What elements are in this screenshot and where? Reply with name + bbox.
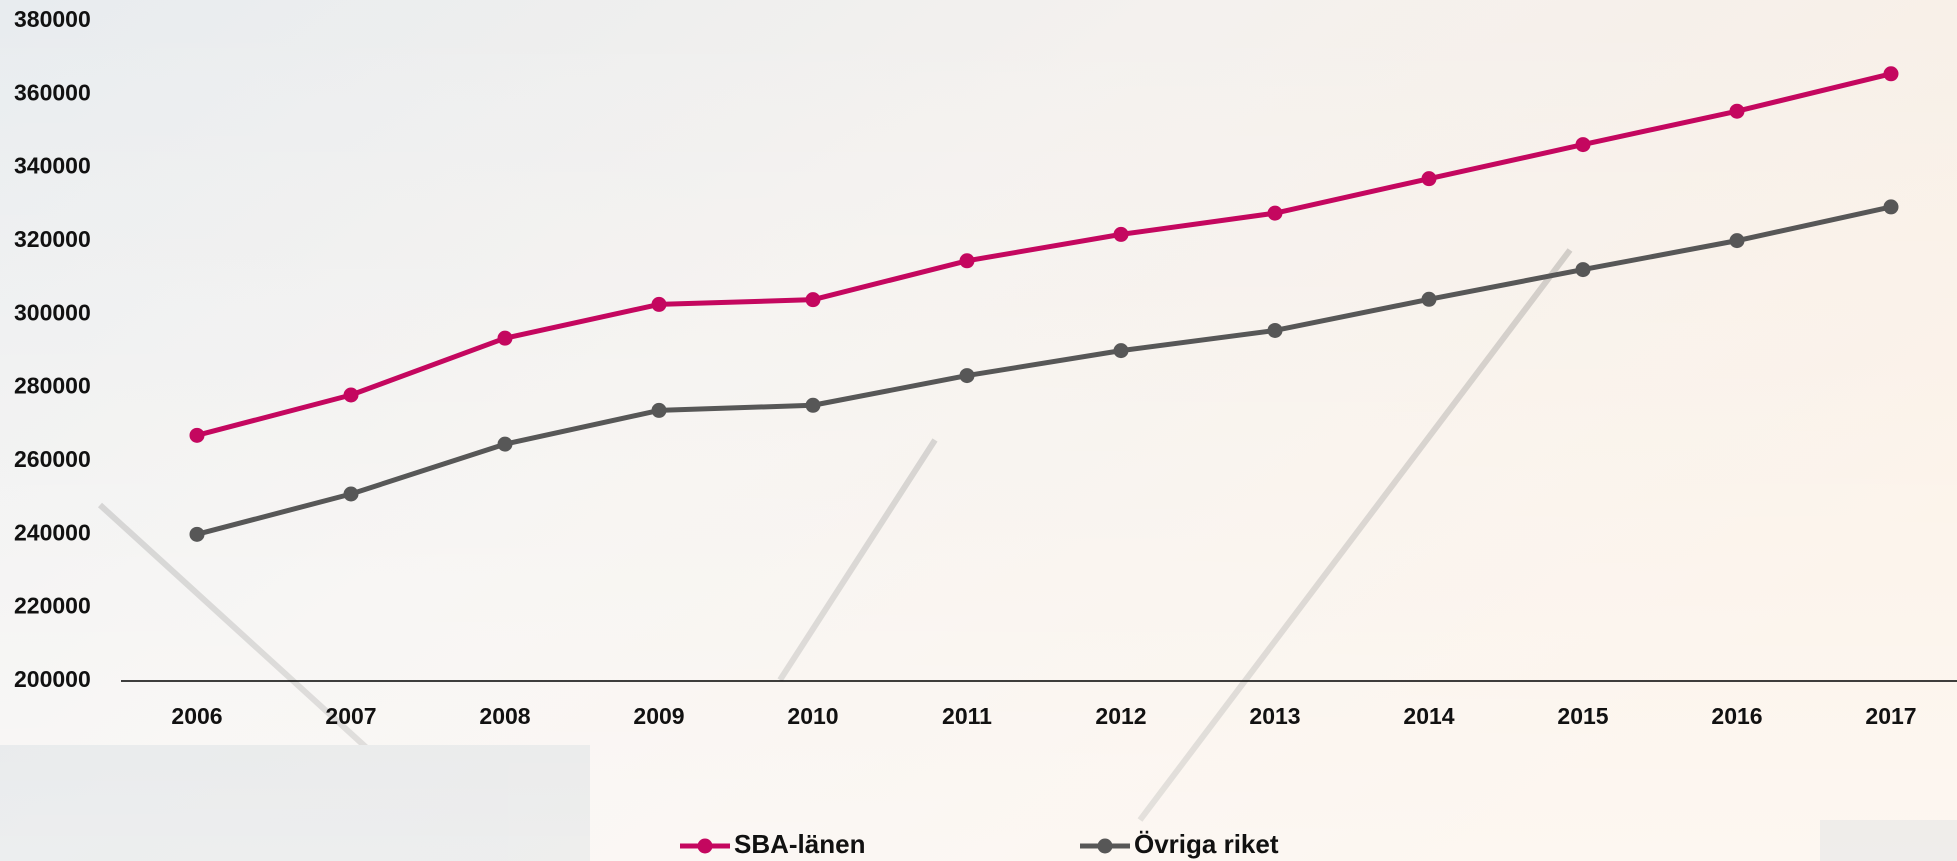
data-point bbox=[1575, 262, 1591, 278]
y-tick-label: 360000 bbox=[14, 79, 91, 105]
data-point bbox=[959, 368, 975, 384]
y-tick-label: 240000 bbox=[14, 519, 91, 545]
data-point bbox=[1575, 137, 1591, 153]
series-line bbox=[196, 204, 1892, 537]
data-point bbox=[1729, 103, 1745, 119]
legend-label: Övriga riket bbox=[1134, 829, 1279, 859]
y-tick-label: 300000 bbox=[14, 299, 91, 325]
data-point bbox=[1267, 205, 1283, 221]
x-tick-label: 2017 bbox=[1865, 703, 1916, 729]
x-tick-label: 2006 bbox=[171, 703, 222, 729]
data-point bbox=[343, 387, 359, 403]
y-tick-label: 200000 bbox=[14, 666, 91, 692]
legend-label: SBA-länen bbox=[734, 829, 865, 859]
data-point bbox=[805, 292, 821, 308]
series-line bbox=[196, 71, 1892, 438]
y-tick-label: 320000 bbox=[14, 226, 91, 252]
data-point bbox=[1729, 233, 1745, 249]
data-point bbox=[1883, 66, 1899, 82]
x-tick-label: 2011 bbox=[942, 703, 992, 729]
y-tick-label: 380000 bbox=[14, 6, 91, 32]
data-point bbox=[1113, 226, 1129, 242]
x-tick-label: 2009 bbox=[633, 703, 684, 729]
x-tick-label: 2014 bbox=[1403, 703, 1454, 729]
data-point bbox=[1883, 199, 1899, 215]
x-tick-label: 2016 bbox=[1711, 703, 1762, 729]
x-tick-label: 2013 bbox=[1249, 703, 1300, 729]
data-point bbox=[497, 330, 513, 346]
data-point bbox=[1421, 291, 1437, 307]
y-tick-label: 340000 bbox=[14, 153, 91, 179]
data-point bbox=[1421, 171, 1437, 187]
data-point bbox=[1113, 343, 1129, 359]
y-tick-label: 220000 bbox=[14, 593, 91, 619]
data-point bbox=[651, 402, 667, 418]
data-point bbox=[805, 397, 821, 413]
data-point bbox=[189, 427, 205, 443]
x-tick-label: 2010 bbox=[787, 703, 838, 729]
data-point bbox=[1267, 322, 1283, 338]
x-tick-label: 2007 bbox=[325, 703, 376, 729]
legend-marker bbox=[1097, 838, 1113, 854]
x-tick-label: 2015 bbox=[1557, 703, 1608, 729]
data-point bbox=[651, 296, 667, 312]
legend-marker bbox=[697, 838, 713, 854]
data-point bbox=[497, 436, 513, 452]
y-tick-label: 260000 bbox=[14, 446, 91, 472]
y-tick-label: 280000 bbox=[14, 373, 91, 399]
x-tick-label: 2012 bbox=[1095, 703, 1146, 729]
data-point bbox=[959, 253, 975, 269]
data-point bbox=[343, 486, 359, 502]
data-point bbox=[189, 526, 205, 542]
x-tick-label: 2008 bbox=[479, 703, 530, 729]
